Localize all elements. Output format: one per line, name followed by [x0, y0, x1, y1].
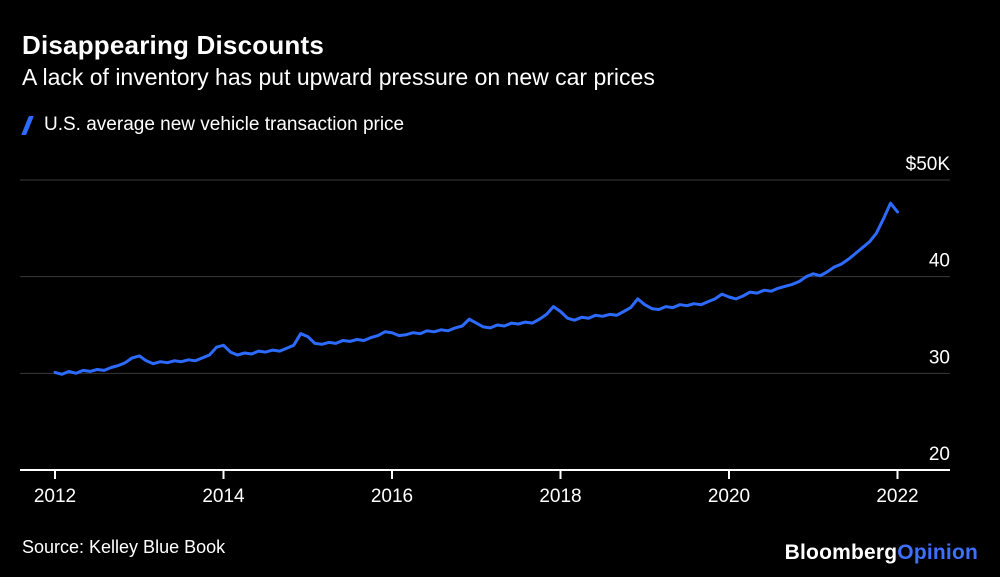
x-tick-label: 2022 — [876, 486, 918, 507]
y-tick-label: 40 — [929, 251, 950, 272]
x-tick-label: 2016 — [371, 486, 413, 507]
legend: U.S. average new vehicle transaction pri… — [21, 114, 405, 136]
axis-labels: $50K 40 30 20 2012 2014 2016 2018 2020 2022 — [34, 154, 950, 507]
brand-accent-name: Opinion — [897, 541, 978, 564]
y-tick-label: 30 — [929, 347, 950, 368]
x-axis — [20, 469, 950, 479]
brand-name: Bloomberg — [784, 541, 898, 564]
source-note: Source: Kelley Blue Book — [22, 537, 226, 557]
x-tick-label: 2018 — [539, 486, 581, 507]
chart-title: Disappearing Discounts — [22, 30, 325, 60]
x-tick-label: 2012 — [34, 486, 76, 507]
chart-subtitle: A lack of inventory has put upward press… — [22, 64, 655, 90]
y-tick-label: $50K — [906, 154, 951, 175]
x-tick-label: 2020 — [708, 486, 750, 507]
price-line-series — [53, 201, 899, 376]
bloomberg-opinion-logo: BloombergOpinion — [785, 541, 978, 565]
price-line — [53, 201, 899, 376]
gridlines — [20, 179, 950, 374]
y-tick-label: 20 — [929, 444, 950, 465]
legend-label: U.S. average new vehicle transaction pri… — [44, 114, 405, 135]
x-tick-label: 2014 — [202, 486, 245, 507]
